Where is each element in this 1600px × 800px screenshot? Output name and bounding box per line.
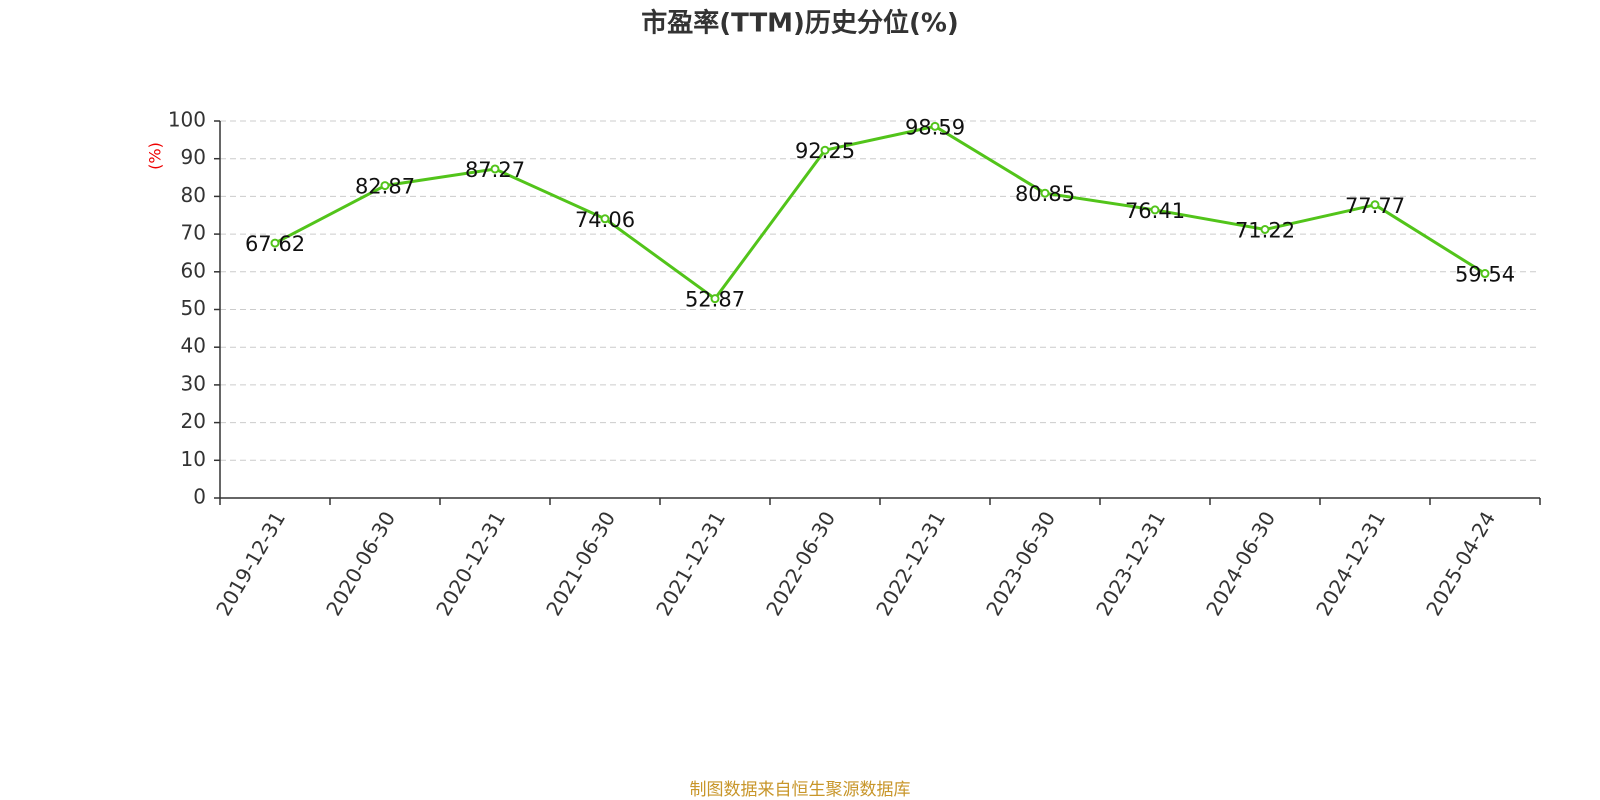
point — [1370, 200, 1380, 210]
y-tick-label: 70 — [181, 221, 206, 245]
x-tick-label: 2020-12-31 — [431, 507, 510, 620]
data-label: 74.06 — [575, 208, 635, 232]
data-label: 71.22 — [1235, 219, 1295, 243]
data-label: 59.54 — [1455, 263, 1515, 287]
point — [1040, 188, 1050, 198]
x-tick-label: 2021-12-31 — [651, 507, 730, 620]
point — [710, 294, 720, 304]
data-label: 67.62 — [245, 232, 305, 256]
data-label: 77.77 — [1345, 194, 1405, 218]
data-label: 87.27 — [465, 158, 525, 182]
y-tick-label: 50 — [181, 296, 206, 320]
point — [1150, 205, 1160, 215]
data-label: 52.87 — [685, 288, 745, 312]
point — [820, 145, 830, 155]
y-tick-label: 60 — [181, 258, 206, 282]
y-axis-label: (%) — [146, 142, 165, 170]
footer: 制图数据来自恒生聚源数据库 — [690, 780, 911, 800]
data-label: 82.87 — [355, 175, 415, 199]
point — [600, 214, 610, 224]
data-label: 98.59 — [905, 115, 965, 139]
y-tick-label: 10 — [181, 447, 206, 471]
x-tick-label: 2019-12-31 — [211, 507, 290, 620]
point — [1480, 269, 1490, 279]
y-tick-label: 0 — [193, 485, 206, 509]
y-tick-label: 80 — [181, 183, 206, 207]
point — [270, 238, 280, 248]
x-tick-label: 2023-12-31 — [1091, 507, 1170, 620]
y-tick-label: 90 — [181, 145, 206, 169]
data-label: 80.85 — [1015, 182, 1075, 206]
x-tick-label: 2024-12-31 — [1311, 507, 1390, 620]
x-tick-label: 2021-06-30 — [541, 507, 620, 620]
line — [274, 124, 1486, 301]
x-tick-label: 2022-12-31 — [871, 507, 950, 620]
x-tick-label: 2023-06-30 — [981, 507, 1060, 620]
x-tick-label: 2020-06-30 — [321, 507, 400, 620]
chart-title: 市盈率(TTM)历史分位(%) — [641, 8, 959, 39]
data-label: 92.25 — [795, 139, 855, 163]
x-tick-label: 2025-04-24 — [1421, 507, 1500, 620]
y-tick-label: 20 — [181, 409, 206, 433]
y-tick-label: 100 — [168, 108, 206, 132]
point — [930, 121, 940, 131]
point — [380, 181, 390, 191]
data-label: 76.41 — [1125, 199, 1185, 223]
point — [1260, 225, 1270, 235]
y-tick-label: 40 — [181, 334, 206, 358]
x-tick-label: 2024-06-30 — [1201, 507, 1280, 620]
point — [490, 164, 500, 174]
x-tick-label: 2022-06-30 — [761, 507, 840, 620]
y-tick-label: 30 — [181, 371, 206, 395]
